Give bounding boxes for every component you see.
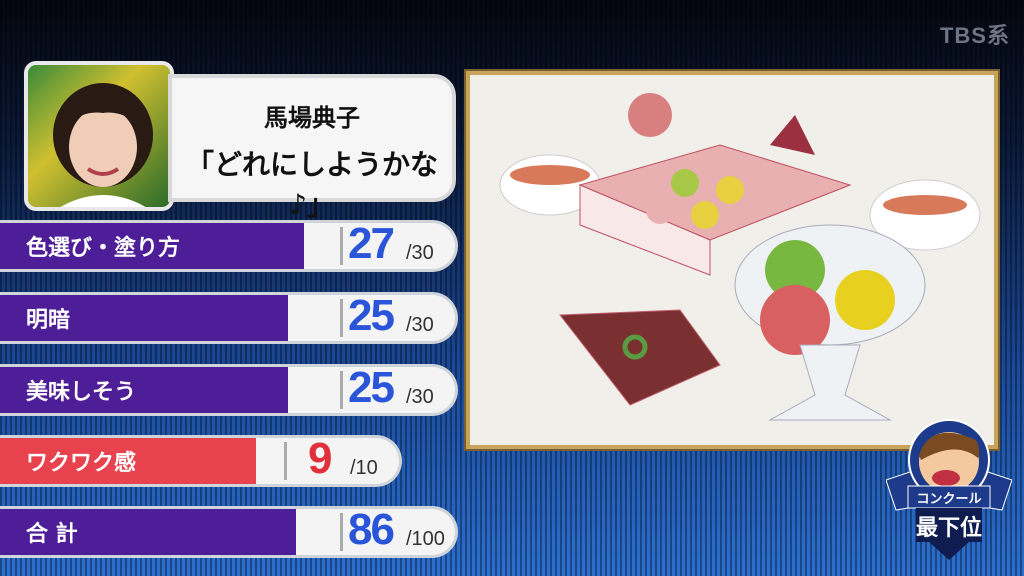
- contestant-photo: [24, 61, 174, 211]
- score-label: 明暗: [0, 295, 288, 341]
- score-value: 27: [348, 219, 395, 268]
- score-max: /30: [406, 314, 434, 336]
- artwork-painting: [466, 71, 998, 449]
- score-max: /10: [350, 457, 378, 479]
- score-label: 合 計: [0, 509, 296, 555]
- score-row-total: 合 計 86 /100: [0, 505, 458, 558]
- score-row-color: 色選び・塗り方 27 /30: [0, 219, 458, 272]
- score-row-shading: 明暗 25 /30: [0, 291, 458, 344]
- score-value: 25: [348, 363, 395, 412]
- score-max: /30: [406, 242, 434, 264]
- badge-contest-label: コンクール: [916, 492, 982, 507]
- score-label: 色選び・塗り方: [0, 223, 304, 269]
- score-max: /30: [406, 386, 434, 408]
- contestant-card: 馬場典子 「どれにしようかな♪」: [168, 74, 456, 221]
- artwork-title: 「どれにしようかな♪」: [185, 148, 438, 221]
- badge-rank-label: 最下位: [915, 516, 982, 541]
- score-row-excitement: ワクワク感 9 /10: [0, 434, 402, 487]
- score-max: /100: [406, 528, 445, 550]
- score-value: 25: [348, 291, 395, 340]
- score-value: 9: [308, 434, 333, 483]
- score-value: 86: [348, 505, 395, 554]
- score-label: ワクワク感: [0, 438, 256, 484]
- score-row-delicious: 美味しそう 25 /30: [0, 363, 458, 416]
- channel-logo: TBS系: [939, 23, 1010, 48]
- contestant-name: 馬場典子: [264, 104, 360, 132]
- rank-badge: コンクール 最下位: [885, 410, 1013, 570]
- score-label: 美味しそう: [0, 367, 288, 413]
